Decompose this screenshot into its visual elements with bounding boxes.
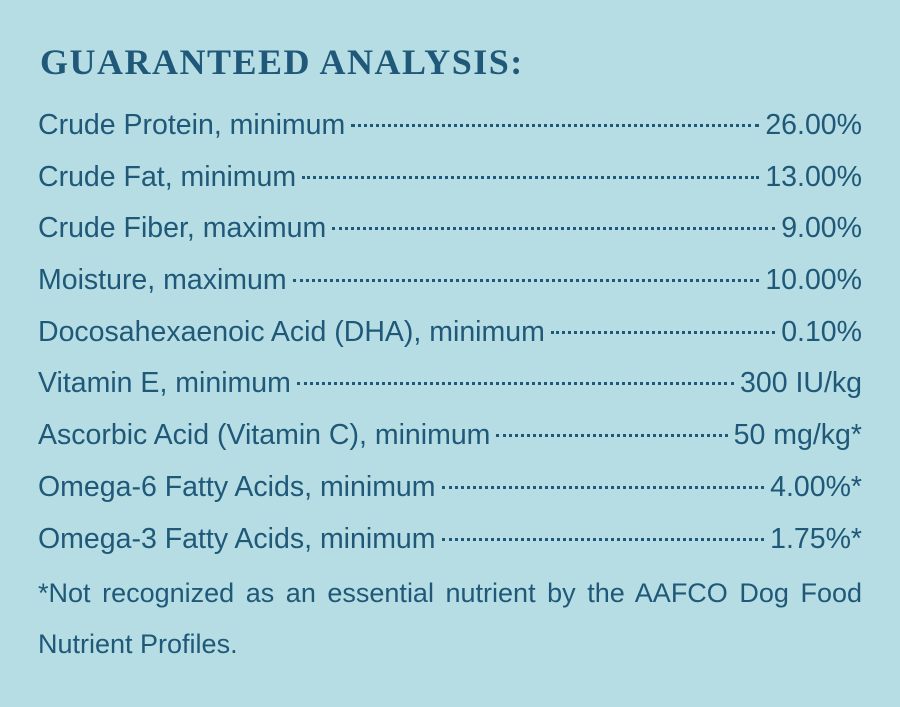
nutrient-row: Crude Protein, minimum 26.00% — [38, 100, 862, 152]
nutrient-row: Crude Fat, minimum 13.00% — [38, 152, 862, 204]
nutrient-value: 0.10% — [781, 315, 862, 348]
title: GUARANTEED ANALYSIS: — [40, 42, 524, 82]
nutrient-label: Omega-3 Fatty Acids, minimum — [38, 522, 436, 555]
nutrient-value: 9.00% — [781, 212, 862, 245]
nutrient-row: Vitamin E, minimum 300 IU/kg — [38, 358, 862, 410]
nutrient-label: Vitamin E, minimum — [38, 367, 291, 400]
rows: Crude Protein, minimum 26.00% Crude Fat, m… — [38, 100, 862, 565]
nutrient-value: 50 mg/kg* — [733, 419, 862, 452]
dot-leader — [441, 537, 765, 541]
dot-leader — [296, 382, 734, 386]
nutrient-row: Moisture, maximum 10.00% — [38, 255, 862, 307]
nutrient-value: 26.00% — [765, 109, 862, 141]
nutrient-value: 300 IU/kg — [740, 367, 862, 400]
dot-leader — [292, 279, 760, 283]
nutrient-value: 4.00%* — [770, 470, 862, 503]
nutrient-row: Crude Fiber, maximum 9.00% — [38, 203, 862, 255]
nutrient-row: Omega-6 Fatty Acids, minimum 4.00%* — [38, 462, 862, 514]
nutrient-label: Crude Fat, minimum — [38, 160, 297, 193]
nutrient-label: Docosahexaenoic Acid (DHA), minimum — [38, 315, 545, 348]
nutrient-label: Crude Protein, minimum — [38, 109, 346, 141]
dot-leader — [550, 330, 776, 334]
dot-leader — [351, 124, 760, 127]
nutrient-value: 10.00% — [765, 264, 862, 297]
nutrient-value: 13.00% — [765, 160, 862, 193]
nutrient-row: Docosahexaenoic Acid (DHA), minimum 0.10% — [38, 307, 862, 359]
dot-leader — [302, 175, 760, 179]
dot-leader — [496, 434, 728, 438]
nutrient-label: Omega-6 Fatty Acids, minimum — [38, 470, 436, 503]
nutrient-row: Omega-3 Fatty Acids, minimum 1.75%* — [38, 514, 862, 566]
dot-leader — [332, 227, 776, 231]
nutrient-value: 1.75%* — [770, 522, 862, 555]
dot-leader — [441, 485, 765, 489]
nutrient-label: Moisture, maximum — [38, 264, 287, 297]
footnote: *Not recognized as an essential nutrient… — [38, 578, 862, 660]
nutrient-label: Crude Fiber, maximum — [38, 212, 327, 245]
nutrient-label: Ascorbic Acid (Vitamin C), minimum — [38, 419, 491, 452]
nutrient-row: Ascorbic Acid (Vitamin C), minimum 50 mg/… — [38, 410, 862, 462]
